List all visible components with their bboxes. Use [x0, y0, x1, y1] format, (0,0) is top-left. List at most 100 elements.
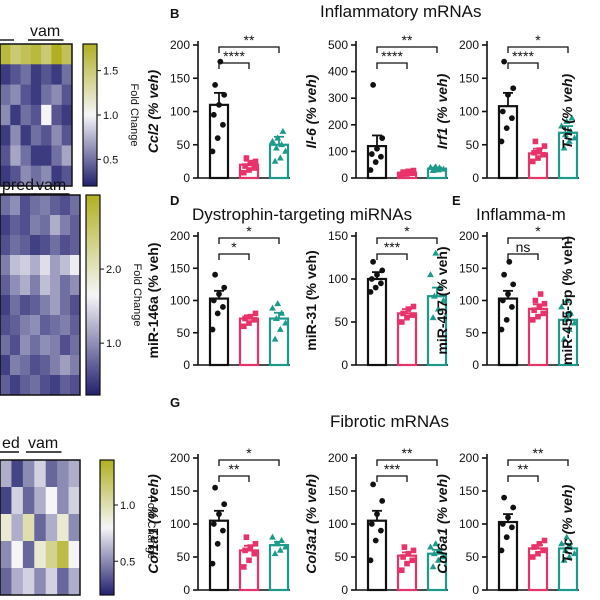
data-point [209, 148, 216, 155]
data-point [499, 108, 506, 115]
data-point [409, 557, 415, 564]
bar-chart-col3a1: Col3a1 (% veh) 0 50 100 150 200 ***** [303, 445, 448, 597]
data-point [530, 317, 536, 323]
data-point [379, 135, 386, 142]
data-point [367, 167, 374, 173]
data-point [436, 546, 443, 553]
data-point [246, 167, 252, 173]
heatmap-cell [50, 255, 61, 276]
y-tick-label: 100 [170, 105, 190, 119]
heatmap-cell [30, 315, 41, 336]
data-point [535, 313, 541, 320]
data-point [432, 540, 440, 547]
data-point [252, 541, 259, 547]
heatmap-cell [10, 275, 21, 296]
heatmap-cell [0, 568, 12, 596]
data-point [279, 127, 287, 134]
y-tick-label: 150 [328, 484, 348, 498]
heatmap-group-label: pred [2, 177, 34, 194]
heatmap-cell [20, 165, 32, 187]
heatmap-cell [0, 375, 11, 396]
data-point [562, 546, 569, 553]
data-point [571, 134, 578, 141]
heatmap-1: vam 1.5 1.0 0.5 Fold Change [0, 23, 140, 187]
heatmap-cell [61, 84, 73, 106]
heatmap-cell [0, 541, 12, 569]
colorbar-tick-label: 2.0 [106, 264, 121, 276]
data-point [499, 521, 506, 527]
heatmap-cell [30, 375, 41, 396]
heatmap-cell [40, 295, 51, 316]
data-point [247, 313, 254, 320]
significance-label: **** [223, 48, 245, 64]
data-point [399, 319, 405, 325]
heatmap-cell [20, 44, 32, 65]
data-point [209, 560, 216, 567]
heatmap-cell [60, 315, 71, 336]
significance-label: ** [244, 32, 255, 48]
heatmap-cell [41, 145, 52, 167]
heatmap-cell [70, 295, 81, 316]
heatmap-cell [45, 514, 58, 542]
data-point [431, 550, 438, 557]
heatmap-cell [70, 195, 81, 216]
section-title-inflammatory: Inflammatory mRNAs [320, 2, 482, 21]
heatmap-cell [45, 460, 58, 488]
data-point [221, 501, 228, 508]
significance-label: ** [518, 461, 529, 477]
heatmap-frame [0, 194, 81, 396]
data-point [567, 127, 574, 134]
data-point [531, 149, 537, 156]
data-point [273, 314, 280, 321]
bar-chart-mir-146a: miR-146a (% veh) 0 50 100 150 200 * * [145, 223, 290, 372]
y-axis-label: miR-497 (% veh) [434, 246, 450, 354]
data-point [429, 563, 437, 570]
heatmap-cell [30, 295, 41, 316]
significance-label: * [246, 223, 252, 239]
heatmap-cell [70, 235, 81, 256]
data-point [216, 511, 222, 517]
heatmap-cell [40, 275, 51, 296]
data-point [378, 280, 384, 287]
significance-label: **** [381, 48, 403, 64]
data-point [536, 304, 543, 310]
data-point [410, 303, 417, 310]
heatmap-group-label: vam [30, 23, 60, 40]
significance-label: * [231, 239, 237, 255]
heatmap-cell [0, 335, 11, 356]
heatmap-cell [0, 514, 12, 542]
heatmap-cell [20, 64, 32, 85]
heatmap-cell [0, 64, 11, 85]
bar [497, 520, 519, 592]
data-point [510, 281, 517, 288]
bar-chart-col6a1: Col6a1 (% veh) 0 50 100 150 200 **** [434, 445, 579, 597]
significance-label: ** [533, 445, 544, 461]
y-tick-label: 100 [459, 517, 479, 531]
y-tick-label: 50 [335, 550, 349, 564]
significance-label: **** [512, 48, 534, 64]
heatmap-cell [10, 255, 21, 276]
heatmap-cell [30, 255, 41, 276]
y-tick-label: 150 [170, 261, 190, 275]
data-point [509, 304, 515, 310]
heatmap-cell [30, 125, 42, 146]
heatmap-cell [51, 104, 63, 126]
heatmap-cell [61, 125, 73, 146]
data-point [368, 521, 375, 527]
heatmap-cell [50, 375, 61, 396]
heatmap-cell [30, 215, 41, 236]
heatmap-cell [10, 315, 21, 336]
data-point [214, 310, 221, 317]
heatmap-cell [70, 215, 81, 236]
heatmap-cell [61, 104, 73, 126]
heatmap-cell [51, 125, 63, 146]
heatmap-group-label: vam [36, 177, 66, 194]
data-point [434, 305, 442, 312]
data-point [405, 306, 412, 312]
data-point [214, 135, 221, 142]
heatmap-cell [40, 195, 51, 216]
heatmap-cell [68, 514, 81, 542]
significance-label: * [535, 223, 541, 239]
data-point [571, 319, 578, 326]
data-point [252, 158, 259, 165]
